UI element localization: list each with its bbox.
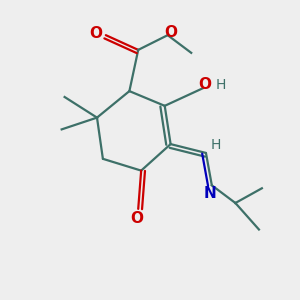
Text: O: O xyxy=(89,26,102,41)
Text: N: N xyxy=(204,186,217,201)
Text: O: O xyxy=(130,211,143,226)
Text: H: H xyxy=(216,78,226,92)
Text: H: H xyxy=(211,138,221,152)
Text: O: O xyxy=(164,25,177,40)
Text: O: O xyxy=(198,77,211,92)
